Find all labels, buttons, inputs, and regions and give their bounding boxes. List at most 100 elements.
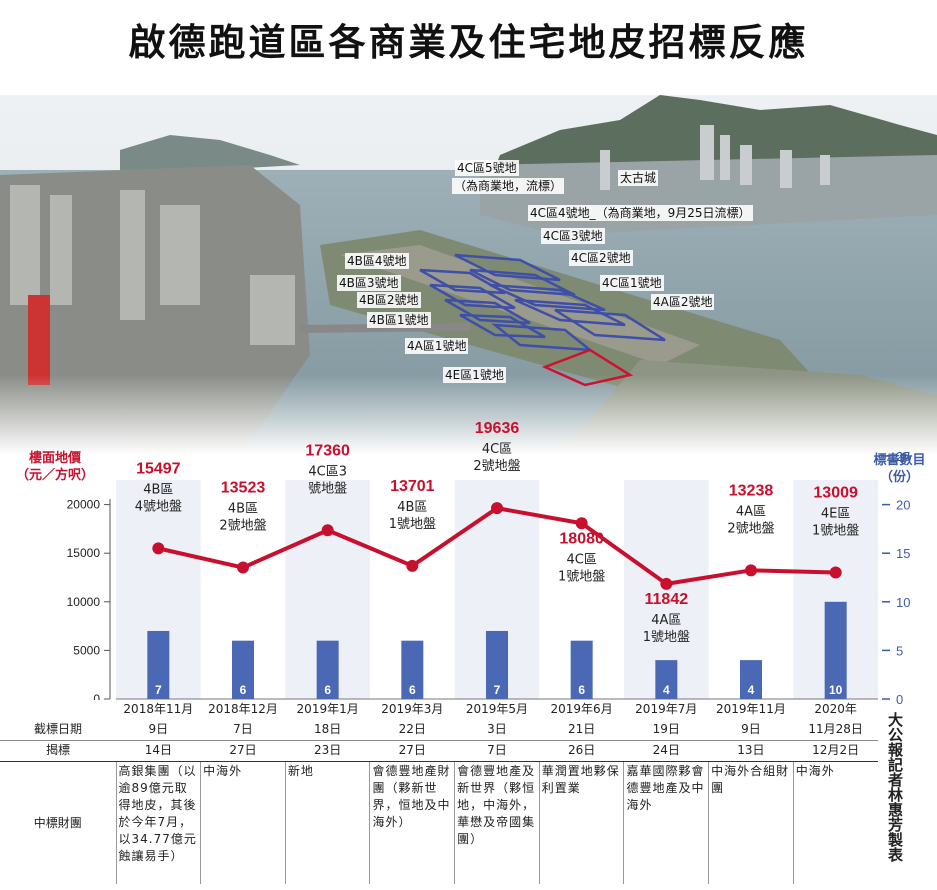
price-value-label: 19636 — [475, 420, 520, 437]
photo-label-4a1: 4A區1號地 — [405, 338, 469, 354]
bar — [401, 640, 424, 699]
table-row-close-date: 截標日期 9日 7日 18日 22日 3日 21日 19日 9日 11月28日 — [0, 720, 878, 741]
table-cell-winner: 新地 — [284, 761, 370, 884]
left-tick-label: 5000 — [73, 643, 100, 657]
bar-value-label: 4 — [748, 683, 755, 697]
table-cell: 13日 — [708, 740, 794, 762]
table-cell-month: 2019年7月 — [635, 702, 698, 716]
table-cell-month: 2019年3月 — [381, 702, 444, 716]
site-label: 2號地盤 — [727, 521, 774, 536]
bar — [655, 660, 678, 699]
table-cell: 9日 — [116, 720, 201, 741]
table-cell: 11月28日 — [793, 720, 878, 741]
site-label: 4B區 — [143, 482, 173, 497]
site-label: 4C區3 — [308, 464, 347, 479]
site-label: 4A區 — [736, 504, 766, 519]
table-cell-winner: 會德豐地產及新世界（夥恒地，中海外，華懋及帝國集團） — [454, 761, 540, 884]
price-point — [321, 524, 334, 537]
bar-value-label: 6 — [578, 683, 585, 697]
site-label: 4號地盤 — [135, 499, 182, 514]
price-point — [660, 577, 673, 590]
left-tick-label: 20000 — [67, 498, 101, 512]
price-value-label: 15497 — [136, 460, 181, 477]
table-cell: 7日 — [454, 740, 540, 762]
table-cell-month: 2018年11月 — [123, 702, 194, 716]
table-cell: 21日 — [539, 720, 624, 741]
site-label: 1號地盤 — [558, 569, 605, 584]
right-axis-title-line2: （份） — [879, 470, 919, 485]
table-cell: 14日 — [116, 740, 201, 762]
table-cell-winner: 嘉華國際夥會德豐地產及中海外 — [623, 761, 709, 884]
site-label: 4E區 — [821, 507, 851, 522]
table-cell-month: 2019年1月 — [296, 702, 359, 716]
site-label: 4A區 — [651, 613, 681, 628]
table-cell: 27日 — [200, 740, 286, 762]
table-cell-month: 2019年6月 — [550, 702, 613, 716]
photo-label-4c4: 4C區4號地_（為商業地，9月25日流標） — [528, 205, 753, 221]
table-cell-month: 2020年 — [814, 702, 857, 716]
table-cell: 12月2日 — [793, 740, 878, 762]
bar — [740, 660, 762, 699]
aerial-photo: 4C區5號地 （為商業地，流標） 太古城 4C區4號地_（為商業地，9月25日流… — [0, 95, 937, 455]
bar — [232, 640, 254, 699]
price-value-label: 13701 — [390, 478, 435, 495]
table-row-month: 2018年11月 2018年12月 2019年1月 2019年3月 2019年5… — [0, 700, 878, 720]
site-label: 1號地盤 — [643, 630, 690, 645]
price-point — [152, 542, 165, 555]
photo-label-4e1: 4E區1號地 — [443, 367, 506, 383]
site-label: 2號地盤 — [219, 519, 266, 534]
price-point — [237, 561, 249, 574]
photo-label-4a2: 4A區2號地 — [651, 294, 715, 310]
table-cell: 7日 — [200, 720, 286, 741]
price-value-label: 13523 — [221, 480, 266, 497]
site-label: 4B區 — [228, 502, 258, 517]
table-cell: 27日 — [369, 740, 455, 762]
bar-value-label: 10 — [829, 683, 843, 697]
right-tick-label: 20 — [896, 498, 910, 513]
aerial-photo-illustration — [0, 95, 937, 455]
photo-label-4c5-note: （為商業地，流標） — [452, 178, 565, 194]
bar-value-label: 6 — [324, 683, 331, 697]
photo-label-4b4: 4B區4號地 — [345, 253, 409, 269]
site-label: 1號地盤 — [389, 517, 436, 532]
table-cell-winner: 高銀集團（以逾89億元取得地皮，其後於今年7月，以34.77億元蝕讓易手） — [115, 761, 201, 884]
right-tick-label: 5 — [896, 643, 903, 658]
price-point — [491, 502, 503, 515]
price-point — [575, 517, 588, 530]
left-axis-title: 樓面地價 （元／方呎） — [0, 450, 110, 484]
right-tick-label: 0 — [896, 692, 903, 707]
price-value-label: 13009 — [813, 485, 858, 502]
row-header-close: 截標日期 — [0, 720, 116, 741]
price-value-label: 18080 — [559, 530, 604, 547]
site-label: 4C區 — [566, 552, 596, 567]
right-tick-label: 10 — [896, 595, 910, 610]
site-label: 4C區 — [482, 442, 512, 457]
tender-info-table: 2018年11月 2018年12月 2019年1月 2019年3月 2019年5… — [0, 700, 878, 884]
left-tick-label: 10000 — [67, 595, 101, 609]
row-header-announce: 揭標 — [0, 740, 116, 762]
table-cell: 18日 — [285, 720, 370, 741]
table-cell: 19日 — [623, 720, 709, 741]
photo-label-4c1: 4C區1號地 — [600, 275, 664, 291]
bar — [486, 630, 508, 699]
photo-label-taikoo: 太古城 — [618, 170, 659, 186]
price-value-label: 11842 — [645, 591, 689, 608]
table-cell-winner: 會德豐地產財團（夥新世界，恒地及中海外） — [369, 761, 455, 884]
photo-label-4b1: 4B區1號地 — [367, 312, 431, 328]
right-tick-label: 25 — [896, 449, 910, 464]
site-label: 1號地盤 — [812, 524, 859, 539]
table-cell: 9日 — [708, 720, 794, 741]
table-cell: 24日 — [623, 740, 709, 762]
photo-label-4b2: 4B區2號地 — [357, 292, 421, 308]
photo-label-4c2: 4C區2號地 — [569, 250, 633, 266]
bar — [570, 640, 593, 699]
table-cell-winner: 中海外 — [200, 761, 286, 884]
right-tick-label: 15 — [896, 546, 910, 561]
table-cell-month: 2019年11月 — [716, 702, 786, 716]
table-row-announce-date: 揭標 14日 27日 23日 27日 7日 26日 24日 13日 12月2日 — [0, 740, 878, 762]
price-point — [406, 559, 419, 572]
table-cell-empty — [0, 700, 116, 720]
bar-value-label: 7 — [155, 683, 162, 697]
site-label: 2號地盤 — [473, 459, 520, 474]
